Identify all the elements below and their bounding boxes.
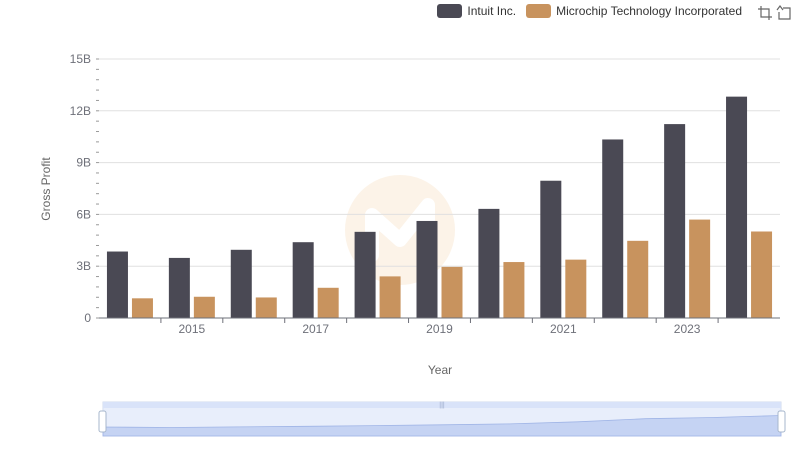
legend: Intuit Inc. Microchip Technology Incorpo… bbox=[427, 4, 742, 18]
slider-preview-line bbox=[102, 415, 782, 437]
data-zoom-slider[interactable]: ||| bbox=[98, 401, 786, 437]
x-tick-label: 2023 bbox=[674, 322, 701, 336]
bar-intuit-2023 bbox=[664, 124, 686, 318]
toolbox bbox=[754, 5, 792, 21]
y-tick-label: 9B bbox=[76, 156, 91, 170]
y-tick-label: 12B bbox=[70, 104, 91, 118]
zoom-icon[interactable] bbox=[757, 5, 773, 21]
slider-handle-left[interactable] bbox=[98, 410, 107, 433]
y-tick-label: 6B bbox=[76, 207, 91, 221]
y-tick-label: 3B bbox=[76, 259, 91, 273]
legend-label-intuit: Intuit Inc. bbox=[467, 4, 517, 18]
bar-microchip-2022 bbox=[627, 240, 649, 318]
legend-swatch-intuit bbox=[437, 4, 463, 18]
slider-grip-icon[interactable]: ||| bbox=[439, 402, 445, 409]
bar-microchip-2017 bbox=[317, 287, 339, 318]
legend-item-intuit[interactable]: Intuit Inc. bbox=[437, 4, 516, 18]
bar-intuit-2022 bbox=[602, 139, 624, 318]
y-axis: 0 3B 6B 9B 12B 15B bbox=[70, 52, 99, 325]
x-tick-label: 2017 bbox=[302, 322, 329, 336]
bar-intuit-2014 bbox=[106, 251, 128, 318]
bar-intuit-2017 bbox=[292, 242, 314, 318]
bar-microchip-2021 bbox=[565, 259, 587, 318]
bar-microchip-2024 bbox=[751, 231, 773, 318]
bars bbox=[106, 96, 773, 319]
bar-microchip-2023 bbox=[689, 219, 711, 318]
legend-item-microchip[interactable]: Microchip Technology Incorporated bbox=[526, 4, 742, 18]
legend-label-microchip: Microchip Technology Incorporated bbox=[556, 4, 742, 18]
restore-icon[interactable] bbox=[776, 5, 792, 21]
slider-top-bar[interactable] bbox=[103, 402, 781, 408]
bar-intuit-2016 bbox=[230, 249, 252, 318]
bar-intuit-2020 bbox=[478, 208, 500, 318]
bar-intuit-2024 bbox=[726, 96, 748, 319]
y-tick-label: 15B bbox=[70, 52, 91, 66]
bar-microchip-2019 bbox=[441, 266, 463, 318]
bar-microchip-2015 bbox=[193, 296, 215, 318]
y-tick-label: 0 bbox=[84, 311, 91, 325]
x-axis-label: Year bbox=[428, 363, 452, 377]
x-tick-label: 2015 bbox=[179, 322, 206, 336]
bar-microchip-2020 bbox=[503, 262, 525, 318]
x-tick-label: 2019 bbox=[426, 322, 453, 336]
bar-microchip-2018 bbox=[379, 276, 401, 318]
bar-intuit-2021 bbox=[540, 180, 562, 318]
bar-intuit-2019 bbox=[416, 220, 438, 318]
legend-swatch-microchip bbox=[526, 4, 552, 18]
bar-intuit-2015 bbox=[168, 257, 190, 318]
x-axis: 2015 2017 2019 2021 2023 bbox=[160, 318, 719, 336]
bar-intuit-2018 bbox=[354, 231, 376, 318]
slider-handle-right[interactable] bbox=[777, 410, 786, 433]
bar-microchip-2016 bbox=[255, 297, 277, 318]
x-tick-label: 2021 bbox=[550, 322, 577, 336]
bar-microchip-2014 bbox=[131, 298, 153, 318]
y-axis-label: Gross Profit bbox=[39, 157, 53, 221]
